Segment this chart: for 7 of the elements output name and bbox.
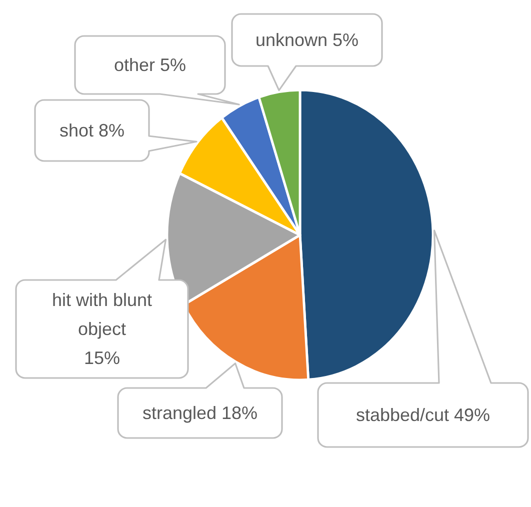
slice-label: unknown 5% bbox=[255, 30, 359, 50]
slice-label: strangled 18% bbox=[142, 403, 258, 423]
slice-label: other 5% bbox=[114, 55, 186, 75]
data-label: 15% bbox=[84, 348, 120, 368]
slice-label: shot 8% bbox=[59, 120, 125, 140]
slice-label: hit with blunt object bbox=[52, 290, 152, 339]
slice-label: stabbed/cut 49% bbox=[356, 405, 490, 425]
